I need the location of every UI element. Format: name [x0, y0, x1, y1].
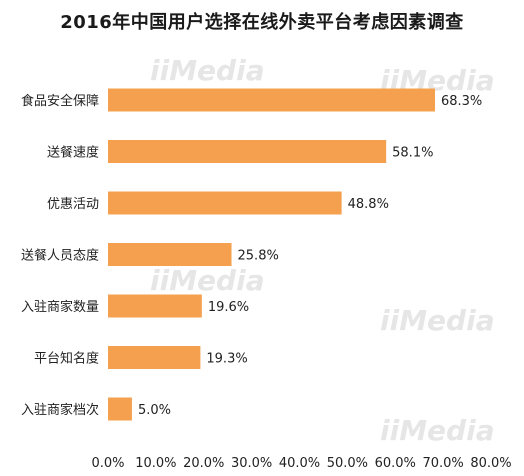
category-label: 入驻商家档次 — [21, 402, 99, 418]
x-tick-labels-group: 0.0% 10.0% 20.0% 30.0% 40.0% 50.0% 60.0% 70.0% 8… — [91, 456, 511, 471]
watermark-logo: iiMedia — [150, 264, 265, 297]
bar — [108, 346, 201, 369]
watermark-logo: iiMedia — [380, 304, 495, 337]
value-label: 25.8% — [238, 249, 279, 264]
x-tick-label: 70.0% — [422, 456, 463, 471]
x-tick-label: 50.0% — [327, 456, 368, 471]
chart-title: 2016年中国用户选择在线外卖平台考虑因素调查 — [60, 12, 464, 33]
watermark-logo: iiMedia — [380, 414, 495, 447]
x-tick-label: 0.0% — [91, 456, 124, 471]
bar — [108, 88, 435, 112]
value-label: 48.8% — [348, 197, 389, 212]
bar — [108, 294, 202, 318]
bars-group — [108, 88, 435, 421]
x-tick-label: 60.0% — [375, 456, 416, 471]
x-tick-label: 10.0% — [135, 456, 176, 471]
bar — [108, 243, 232, 266]
x-tick-label: 20.0% — [183, 456, 224, 471]
bar — [108, 191, 342, 215]
bar — [108, 397, 132, 421]
category-label: 送餐人员态度 — [21, 248, 99, 264]
value-labels-group: 68.3% 58.1% 48.8% 25.8% 19.6% 19.3% 5.0% — [138, 94, 482, 418]
value-label: 58.1% — [392, 146, 433, 161]
category-label: 优惠活动 — [47, 197, 99, 212]
category-label: 入驻商家数量 — [21, 299, 99, 315]
watermark-logo: iiMedia — [150, 54, 265, 87]
value-label: 5.0% — [138, 403, 171, 418]
x-tick-label: 40.0% — [279, 456, 320, 471]
value-label: 19.6% — [208, 300, 249, 315]
x-tick-label: 30.0% — [231, 456, 272, 471]
category-label: 送餐速度 — [47, 145, 99, 161]
value-label: 68.3% — [441, 94, 482, 109]
category-label: 食品安全保障 — [21, 93, 99, 109]
x-tick-label: 80.0% — [470, 456, 511, 471]
category-label: 平台知名度 — [34, 351, 99, 367]
value-label: 19.3% — [206, 352, 247, 367]
bar — [108, 140, 387, 163]
